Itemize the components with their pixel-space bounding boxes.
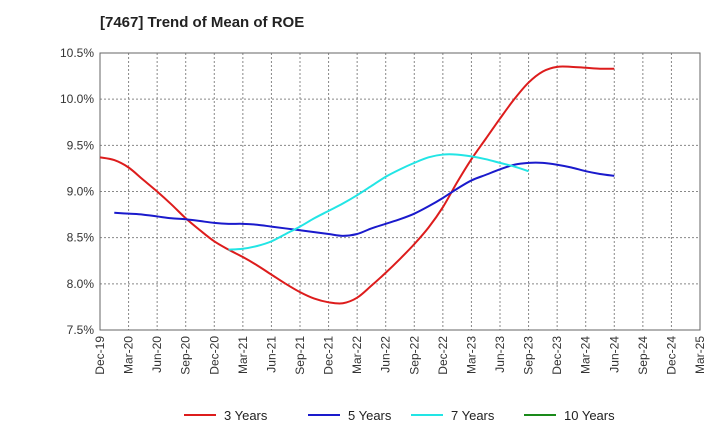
x-tick-label: Dec-23 [550, 336, 564, 375]
x-tick-label: Jun-20 [150, 336, 164, 373]
x-tick-label: Dec-20 [207, 336, 221, 375]
x-tick-label: Jun-24 [607, 336, 621, 373]
y-axis-tick-labels: 7.5% 8.0% 8.5% 9.0% 9.5% 10.0% 10.5% [60, 46, 94, 337]
gridlines [100, 53, 700, 330]
series-line-5-years [114, 161, 615, 237]
chart-title: [7467] Trend of Mean of ROE [100, 14, 305, 31]
legend-label-3-years: 3 Years [224, 408, 268, 423]
x-tick-label: Dec-19 [93, 336, 107, 375]
plot-area-frame [99, 52, 701, 331]
x-tick-label: Mar-23 [464, 336, 478, 374]
x-tick-label: Dec-22 [436, 336, 450, 375]
x-tick-label: Jun-22 [379, 336, 393, 373]
y-tick-label: 8.0% [67, 277, 95, 291]
x-axis-tick-labels: Dec-19 Mar-20 Jun-20 Sep-20 Dec-20 Mar-21 Jun-… [93, 336, 707, 375]
legend-label-10-years: 10 Years [564, 408, 615, 423]
x-tick-label: Mar-21 [236, 336, 250, 374]
y-tick-label: 10.5% [60, 46, 94, 60]
x-tick-label: Sep-21 [293, 336, 307, 375]
x-tick-label: Sep-22 [407, 336, 421, 375]
y-tick-label: 9.5% [67, 138, 95, 152]
x-tick-label: Mar-24 [579, 336, 593, 374]
y-tick-label: 8.5% [67, 231, 95, 245]
series-lines [99, 65, 615, 305]
x-tick-label: Mar-22 [350, 336, 364, 374]
x-tick-label: Sep-20 [179, 336, 193, 375]
legend: 3 Years 5 Years 7 Years 10 Years [184, 408, 615, 423]
x-tick-label: Dec-24 [664, 336, 678, 375]
y-tick-label: 10.0% [60, 92, 94, 106]
x-tick-label: Sep-23 [522, 336, 536, 375]
x-tick-label: Jun-21 [264, 336, 278, 373]
x-tick-label: Mar-25 [693, 336, 707, 374]
x-tick-label: Mar-20 [122, 336, 136, 374]
y-tick-label: 7.5% [67, 323, 95, 337]
x-tick-label: Dec-21 [322, 336, 336, 375]
x-tick-label: Sep-24 [636, 336, 650, 375]
y-tick-label: 9.0% [67, 185, 95, 199]
legend-label-7-years: 7 Years [451, 408, 495, 423]
x-tick-label: Jun-23 [493, 336, 507, 373]
legend-label-5-years: 5 Years [348, 408, 392, 423]
series-line-7-years [228, 153, 529, 251]
